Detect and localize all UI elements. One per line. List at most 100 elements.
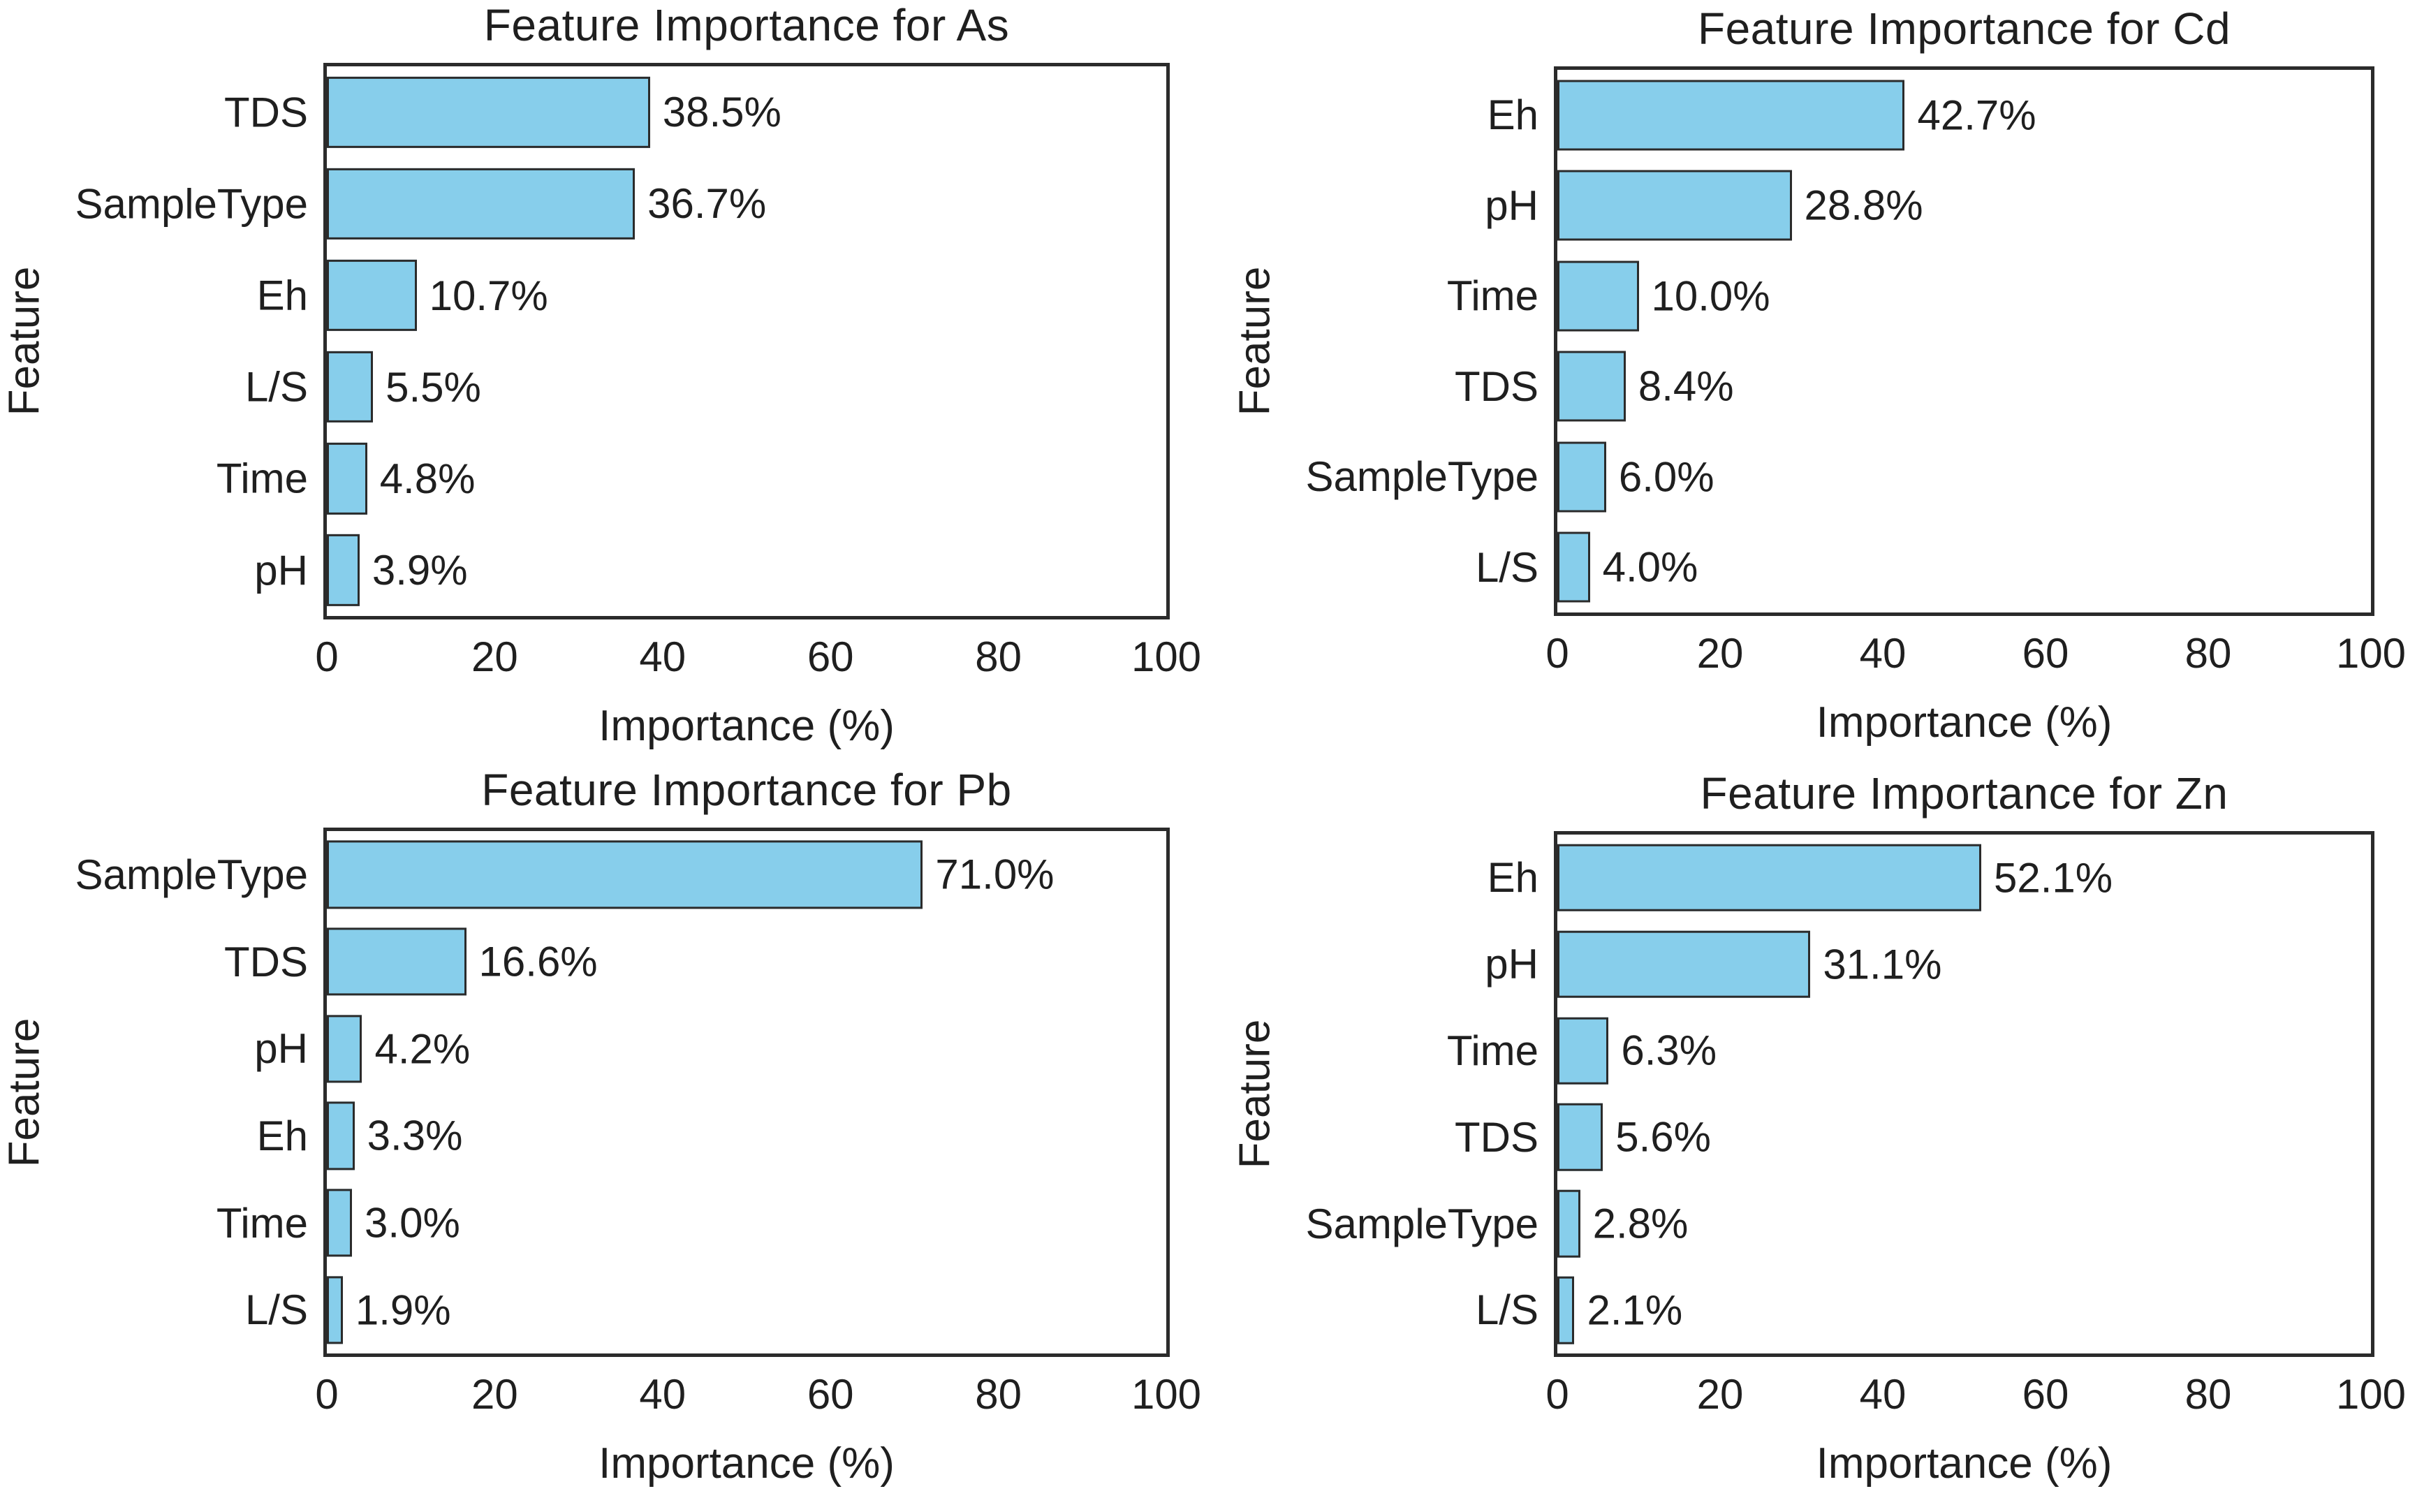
y-axis-label: Feature <box>0 831 56 1353</box>
value-label: 36.7% <box>647 180 767 228</box>
category-label: pH <box>254 1025 308 1073</box>
value-label: 4.8% <box>379 455 476 502</box>
category-label: Time <box>1446 1027 1538 1075</box>
category-label: L/S <box>244 363 308 411</box>
category-label: Eh <box>256 1112 308 1159</box>
y-axis-label-text: Feature <box>1231 266 1279 416</box>
x-tick-label: 80 <box>975 633 1022 680</box>
x-tick-label: 40 <box>1859 1371 1907 1418</box>
bar <box>1557 1017 1609 1085</box>
bar-row: SampleType 36.7% <box>75 168 1166 240</box>
category-label: Time <box>216 455 308 502</box>
x-tick-label: 20 <box>471 633 518 680</box>
bar <box>1557 260 1639 332</box>
category-label: L/S <box>1475 543 1538 591</box>
x-tick-label: 0 <box>1545 630 1569 677</box>
bar-row: pH 28.8% <box>1485 170 2371 241</box>
x-tick-label: 0 <box>315 633 339 680</box>
x-tick-label: 100 <box>2335 1371 2407 1418</box>
bar <box>1557 1103 1603 1171</box>
value-label: 2.8% <box>1592 1200 1689 1247</box>
category-label: SampleType <box>75 851 308 898</box>
value-label: 6.3% <box>1621 1027 1717 1075</box>
category-label: L/S <box>1475 1286 1538 1334</box>
value-label: 8.4% <box>1638 362 1734 410</box>
chart-title: Feature Importance for Zn <box>1700 768 2228 819</box>
x-tick-label: 40 <box>1859 630 1907 677</box>
bar-row: Eh 3.3% <box>257 1101 1166 1170</box>
bar <box>327 1189 353 1257</box>
value-label: 1.9% <box>355 1286 451 1334</box>
x-tick-label: 80 <box>2184 630 2232 677</box>
bar <box>1557 170 1792 241</box>
bar-row: TDS 5.6% <box>1455 1103 2371 1171</box>
bar-row: TDS 38.5% <box>224 76 1166 148</box>
x-axis-label: Importance (%) <box>1816 1439 2113 1488</box>
x-axis-label: Importance (%) <box>598 702 895 750</box>
x-tick-label: 100 <box>1131 633 1202 680</box>
value-label: 5.6% <box>1615 1113 1711 1161</box>
category-label: SampleType <box>1305 453 1538 501</box>
bar <box>327 351 374 423</box>
x-axis-label: Importance (%) <box>1816 698 2113 747</box>
value-label: 52.1% <box>1993 854 2113 902</box>
x-tick-label: 0 <box>1545 1371 1569 1418</box>
bar-row: L/S 4.0% <box>1476 531 2371 603</box>
bar-row: L/S 5.5% <box>245 351 1166 423</box>
bar-row: Time 6.3% <box>1447 1017 2371 1085</box>
x-tick-label: 80 <box>2184 1371 2232 1418</box>
y-axis-label: Feature <box>0 66 56 616</box>
bar <box>327 259 417 332</box>
category-label: SampleType <box>75 180 308 228</box>
category-label: pH <box>1485 941 1538 988</box>
value-label: 28.8% <box>1804 182 1923 229</box>
bar <box>327 1276 343 1344</box>
value-label: 71.0% <box>935 851 1055 898</box>
chart-title: Feature Importance for Pb <box>481 765 1012 815</box>
value-label: 4.0% <box>1602 543 1698 591</box>
category-label: TDS <box>224 938 308 985</box>
value-label: 16.6% <box>478 938 598 985</box>
category-label: TDS <box>1455 1113 1538 1161</box>
subplot-cd: Feature Importance for Cd Feature Eh 42.7… <box>1231 3 2407 747</box>
plot-area: SampleType 71.0% TDS 16.6% pH 4.2% Eh 3.3% Time 3… <box>75 831 1166 1353</box>
bar-row: Time 4.8% <box>216 443 1166 515</box>
bar <box>1557 1276 1575 1344</box>
x-tick-label: 0 <box>315 1371 339 1418</box>
y-axis-label-text: Feature <box>0 1018 49 1167</box>
bar <box>327 840 923 909</box>
x-tick-label: 60 <box>2022 1371 2069 1418</box>
x-tick-label: 20 <box>1696 1371 1744 1418</box>
value-label: 6.0% <box>1618 453 1714 501</box>
bar-row: pH 31.1% <box>1485 930 2371 999</box>
x-tick-label: 40 <box>639 633 686 680</box>
value-label: 4.2% <box>374 1025 471 1073</box>
category-label: L/S <box>244 1286 308 1334</box>
x-tick-label: 60 <box>807 633 854 680</box>
value-label: 31.1% <box>1823 941 1942 988</box>
bar-row: pH 3.9% <box>254 534 1166 606</box>
bar <box>1557 844 1981 912</box>
bar-row: Eh 10.7% <box>257 259 1166 332</box>
y-axis-label-text: Feature <box>0 266 49 416</box>
bar <box>1557 351 1626 422</box>
bar-row: Eh 42.7% <box>1488 80 2371 151</box>
value-label: 10.0% <box>1651 272 1770 320</box>
category-label: TDS <box>224 89 308 136</box>
bar <box>327 534 360 606</box>
bar-row: SampleType 71.0% <box>75 840 1166 909</box>
category-label: pH <box>1485 182 1538 229</box>
value-label: 10.7% <box>429 272 548 319</box>
chart-title: Feature Importance for Cd <box>1697 3 2231 54</box>
bar <box>327 927 467 996</box>
bar-row: Time 10.0% <box>1447 260 2371 332</box>
bar <box>327 1015 362 1083</box>
category-label: Eh <box>1487 854 1538 902</box>
subplot-zn: Feature Importance for Zn Feature Eh 52.1… <box>1231 768 2407 1488</box>
bar-row: SampleType 2.8% <box>1305 1189 2371 1258</box>
subplot-as: Feature Importance for As Feature TDS 38.… <box>1 0 1202 750</box>
category-label: Eh <box>256 272 308 319</box>
bar <box>1557 1189 1580 1258</box>
bar <box>327 76 650 148</box>
